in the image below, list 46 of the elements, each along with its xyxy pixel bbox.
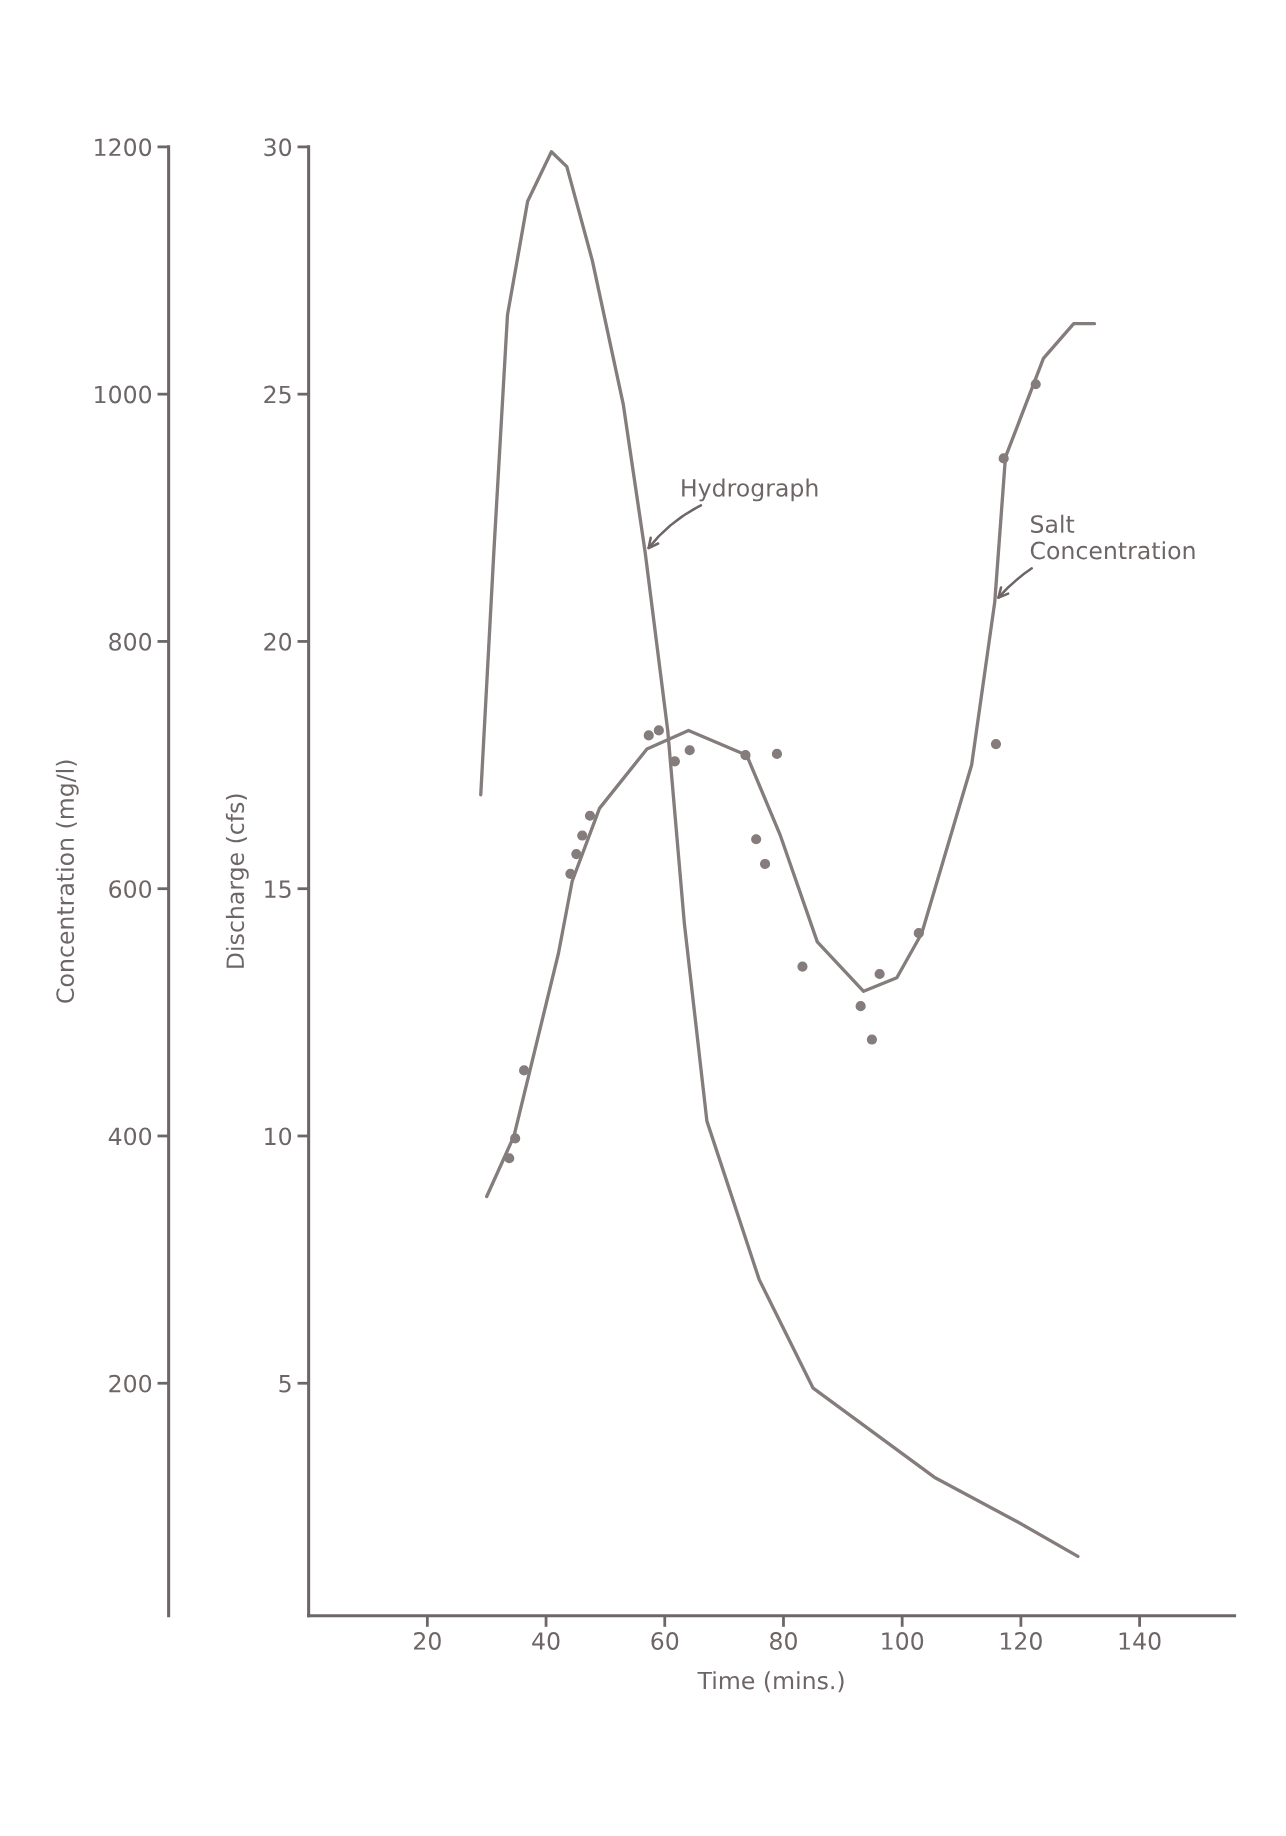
point (998, 453, 1009, 464)
point (565, 868, 576, 879)
point (797, 961, 808, 972)
x-tick-label: 20 (414, 1632, 441, 1650)
y2-tick-label: 25 (264, 385, 291, 404)
point (913, 928, 924, 939)
x-tick-label: 140 (1119, 1632, 1161, 1650)
x-tick-label: 120 (1000, 1632, 1042, 1650)
y-tick-label: 200 (109, 1374, 152, 1393)
y-axis-title: Concentration (mg/l) (55, 760, 79, 1003)
point (643, 730, 654, 741)
point (510, 1133, 521, 1144)
y-tick-label: 400 (108, 1127, 152, 1146)
point (653, 725, 664, 736)
point (577, 830, 588, 841)
point (855, 1001, 866, 1012)
point (990, 738, 1002, 750)
point (584, 810, 596, 821)
point (771, 748, 783, 760)
point (759, 858, 771, 870)
y-tick-label: 600 (109, 880, 152, 898)
y2-tick-label: 30 (264, 138, 292, 157)
y-tick-label: 1000 (95, 385, 152, 404)
point (740, 750, 751, 761)
y-tick-label: 1200 (95, 138, 152, 157)
x-axis-title: Time (mins.) (697, 1671, 844, 1693)
y2-tick-label: 15 (265, 880, 291, 898)
point (866, 1034, 877, 1045)
point (519, 1065, 530, 1076)
series-label: Hydrograph (682, 478, 818, 502)
point (684, 745, 695, 756)
y-tick-label: 800 (109, 632, 152, 651)
y2-tick-label: 20 (264, 632, 292, 651)
point (751, 834, 762, 845)
x-tick-label: 80 (770, 1632, 797, 1650)
y2-tick-label: 10 (265, 1127, 292, 1146)
y2-axis-title: Discharge (cfs) (225, 794, 249, 968)
x-tick-label: 40 (532, 1632, 560, 1650)
point (571, 848, 582, 860)
x-tick-label: 100 (882, 1632, 924, 1650)
point (504, 1153, 515, 1164)
point (1030, 379, 1041, 390)
x-tick-label: 60 (651, 1632, 679, 1650)
point (874, 968, 885, 980)
y2-tick-label: 5 (279, 1375, 291, 1393)
series-label: Salt Concentration (1030, 514, 1195, 560)
